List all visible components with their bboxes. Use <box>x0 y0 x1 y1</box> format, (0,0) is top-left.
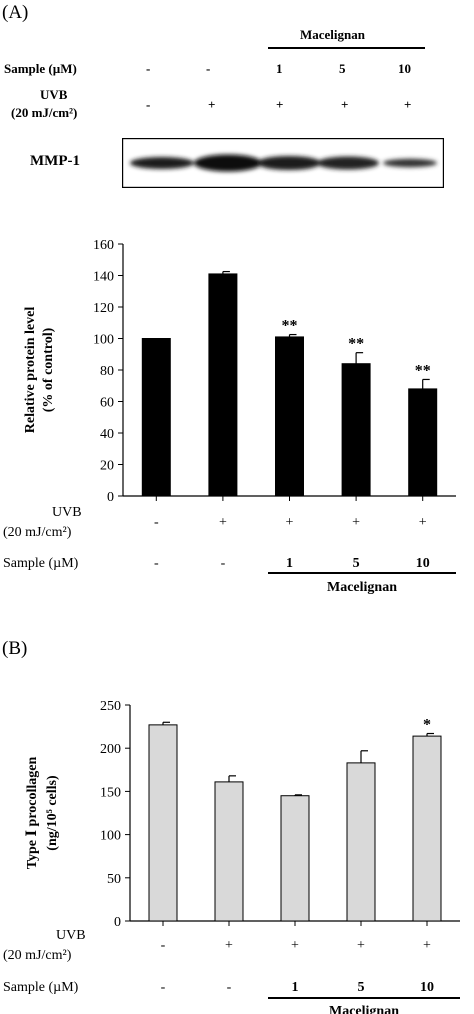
uvb-row-label: UVB <box>52 505 82 520</box>
panel-a-label: (A) <box>2 2 29 23</box>
y-tick-label: 200 <box>100 742 121 757</box>
bar <box>341 363 371 497</box>
group-label: Macelignan <box>327 580 397 595</box>
uvb-value: + <box>423 938 431 953</box>
blot-group-line <box>268 47 425 49</box>
bar <box>280 795 310 922</box>
blot-uvb-value: + <box>276 97 284 112</box>
uvb-value: + <box>286 515 294 530</box>
mmp1-bar-chart: 0 20 40 60 80 100 120 140 160 Relative protein le… <box>3 238 456 595</box>
y-tick-label: 50 <box>107 872 121 887</box>
uvb-value: + <box>357 938 365 953</box>
y-tick-label: 60 <box>100 396 114 411</box>
y-tick-label: 160 <box>93 238 114 253</box>
y-tick-label: 120 <box>93 301 114 316</box>
sample-row-label: Sample (µM) <box>3 556 79 571</box>
y-tick-label: 0 <box>107 490 114 505</box>
uvb-value: - <box>161 938 166 953</box>
blot-uvb-label: UVB <box>40 87 68 102</box>
sample-row-label: Sample (µM) <box>3 980 79 995</box>
y-axis-label: Type Ⅰ procollagen <box>25 756 40 869</box>
y-tick-label: 140 <box>93 270 114 285</box>
y-tick-label: 80 <box>100 364 114 379</box>
y-tick-label: 20 <box>100 459 114 474</box>
bar <box>214 781 244 922</box>
blot-uvb-value: + <box>341 97 349 112</box>
sample-value: - <box>227 980 232 995</box>
blot-sample-value: - <box>146 61 151 76</box>
sample-value: 1 <box>286 556 293 571</box>
significance-marker: ** <box>282 318 298 335</box>
sample-value: - <box>154 556 159 571</box>
blot-uvb-value: + <box>208 97 216 112</box>
blot-sample-value: - <box>206 61 211 76</box>
blot-uvb-value: - <box>146 97 151 112</box>
uvb-value: + <box>225 938 233 953</box>
sample-value: 5 <box>358 980 365 995</box>
bar <box>208 273 238 497</box>
bar <box>346 762 376 922</box>
blot-uvb-value: + <box>404 97 412 112</box>
y-tick-label: 0 <box>114 915 121 930</box>
sample-value: - <box>161 980 166 995</box>
sample-value: 10 <box>416 556 430 571</box>
western-blot-image <box>122 138 444 188</box>
blot-sample-label: Sample (µM) <box>4 61 77 76</box>
blot-group-label: Macelignan <box>300 27 365 42</box>
uvb-value: + <box>352 515 360 530</box>
y-tick-label: 100 <box>93 333 114 348</box>
uvb-dose-label: (20 mJ/cm²) <box>3 948 72 963</box>
significance-marker: ** <box>348 336 364 353</box>
panel-b-label: (B) <box>2 638 28 659</box>
y-tick-label: 150 <box>100 785 121 800</box>
bar <box>148 724 178 922</box>
procollagen-bar-chart: 0 50 100 150 200 250 Type Ⅰ procollagen (ng/10⁵… <box>3 699 460 1014</box>
group-label: Macelignan <box>329 1004 399 1014</box>
uvb-value: - <box>154 515 159 530</box>
y-tick-label: 40 <box>100 427 114 442</box>
blot-band-label: MMP-1 <box>30 153 80 169</box>
blot-uvb-dose: (20 mJ/cm²) <box>11 105 78 120</box>
bar <box>141 338 171 497</box>
bar <box>408 388 438 497</box>
bar <box>412 735 442 922</box>
blot-sample-value: 1 <box>276 61 283 76</box>
y-axis-label: Relative protein level <box>23 307 38 434</box>
significance-marker: * <box>423 717 431 734</box>
y-axis-label: (ng/10⁵ cells) <box>45 775 60 851</box>
uvb-value: + <box>291 938 299 953</box>
uvb-value: + <box>219 515 227 530</box>
y-tick-label: 250 <box>100 699 121 714</box>
significance-marker: ** <box>415 362 431 379</box>
bar <box>275 336 304 497</box>
uvb-value: + <box>419 515 427 530</box>
sample-value: 5 <box>353 556 360 571</box>
sample-value: 10 <box>420 980 434 995</box>
uvb-dose-label: (20 mJ/cm²) <box>3 525 72 540</box>
y-tick-label: 100 <box>100 829 121 844</box>
uvb-row-label: UVB <box>56 928 86 943</box>
y-axis-label: (% of control) <box>41 327 56 412</box>
blot-sample-value: 10 <box>398 61 411 76</box>
blot-sample-value: 5 <box>339 61 346 76</box>
sample-value: - <box>221 556 226 571</box>
sample-value: 1 <box>292 980 299 995</box>
